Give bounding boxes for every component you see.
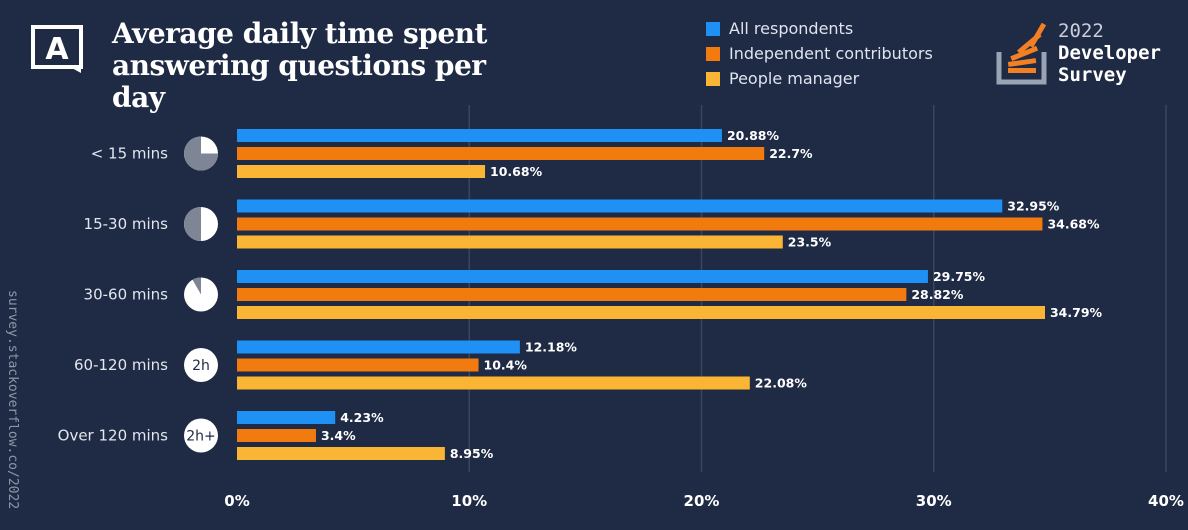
legend-label: All respondents [729,19,854,38]
value-label: 32.95% [1007,199,1060,214]
value-label: 4.23% [340,410,384,425]
bar-people-manager [237,306,1045,319]
x-tick-label: 0% [224,492,249,510]
clock-wedge [192,277,201,295]
badge-circle [184,418,218,453]
value-label: 22.08% [755,376,808,391]
legend-swatch-people-manager [706,71,720,86]
bar-people-manager [237,165,486,178]
badge-text: 2h+ [186,429,216,445]
bar-all-respondents [237,411,336,424]
value-label: 8.95% [450,446,494,461]
value-label: 10.4% [484,358,528,373]
value-label: 20.88% [727,128,780,143]
legend-item-independent-contributors: Independent contributors [706,41,933,66]
brand-year: 2022 [1058,20,1104,42]
brand-text: 2022 Developer Survey [1058,20,1161,86]
brand-line-3: Survey [1058,64,1127,86]
category-label: 15-30 mins [84,215,169,233]
value-label: 23.5% [788,235,832,250]
category-label: < 15 mins [91,145,168,163]
legend: All respondents Independent contributors… [706,16,933,91]
bar-independent-contributors [237,147,765,160]
category-label: 60-120 mins [74,356,168,374]
bar-independent-contributors [237,288,907,301]
bar-all-respondents [237,129,722,142]
badge-text: 2h [192,358,210,374]
stack-overflow-logo-icon [996,22,1047,85]
answer-logo-icon: A [30,24,84,74]
bar-all-respondents [237,340,520,354]
bar-independent-contributors [237,358,479,372]
badge-circle [184,348,218,382]
bar-all-respondents [237,199,1003,213]
legend-label: Independent contributors [729,44,933,63]
bar-independent-contributors [237,429,316,442]
value-label: 34.68% [1047,217,1100,232]
bar-all-respondents [237,270,928,283]
bar-people-manager [237,447,445,460]
title-line-1: Average daily time spent [112,17,487,50]
bar-independent-contributors [237,217,1043,231]
value-label: 34.79% [1050,305,1103,320]
legend-item-all-respondents: All respondents [706,16,933,41]
value-label: 10.68% [490,164,543,179]
value-label: 12.18% [525,340,578,355]
category-label: Over 120 mins [58,427,169,445]
brand-line-2: Developer [1058,42,1161,64]
title-line-2: answering questions per day [112,49,486,114]
legend-swatch-all-respondents [706,21,720,36]
value-label: 28.82% [911,287,964,302]
chart-title: Average daily time spent answering quest… [112,18,532,114]
x-tick-label: 20% [684,492,720,510]
legend-swatch-independent-contributors [706,46,720,61]
x-tick-label: 40% [1148,492,1184,510]
bar-people-manager [237,376,750,390]
logo-letter: A [45,32,69,67]
x-tick-label: 10% [451,492,487,510]
legend-item-people-manager: People manager [706,66,933,91]
clock-wedge [184,136,218,171]
value-label: 29.75% [933,269,986,284]
legend-label: People manager [729,69,860,88]
category-label: 30-60 mins [84,286,169,304]
bar-people-manager [237,235,783,249]
x-tick-label: 30% [916,492,952,510]
value-label: 3.4% [321,428,356,443]
value-label: 22.7% [769,146,813,161]
clock-wedge [184,207,201,241]
